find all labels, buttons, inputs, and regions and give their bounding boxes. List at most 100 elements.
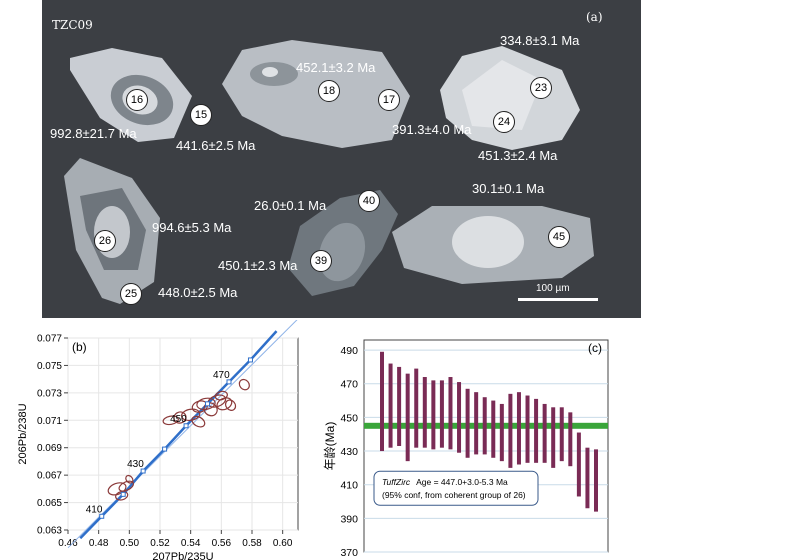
age-error-bar: [585, 447, 590, 509]
age-error-bar: [525, 395, 530, 463]
spot-age-label: 448.0±2.5 Ma: [158, 285, 238, 300]
age-error-bar: [380, 351, 384, 452]
spot-age-label: 334.8±3.1 Ma: [500, 33, 580, 48]
y-tick-label: 0.063: [37, 526, 62, 537]
y-tick-label: 490: [340, 345, 358, 357]
spot-age-label: 450.1±2.3 Ma: [218, 258, 298, 273]
spot-marker: 40: [358, 190, 380, 212]
age-error-bar: [594, 449, 598, 512]
age-error-bar: [397, 366, 402, 446]
age-error-bar: [551, 407, 556, 468]
age-error-bar: [422, 377, 427, 448]
concordia-age-point: [120, 491, 126, 497]
y-tick-label: 410: [340, 480, 358, 492]
zircon-grains: [64, 40, 598, 304]
y-tick-label: 0.069: [37, 443, 62, 454]
spot-marker: 24: [493, 111, 515, 133]
error-ellipse: [162, 415, 179, 426]
sample-label: TZC09: [52, 18, 93, 32]
spot-age-label: 391.3±4.0 Ma: [392, 122, 472, 137]
spot-age-label: 30.1±0.1 Ma: [472, 181, 545, 196]
error-ellipse: [125, 474, 134, 484]
spot-marker: 26: [94, 230, 116, 252]
panel-b-label: (b): [72, 340, 87, 354]
y-axis-label: 206Pb/238U: [17, 403, 29, 464]
spot-marker: 23: [530, 77, 552, 99]
concordia-age-label: 430: [127, 459, 144, 470]
age-error-bar: [491, 400, 496, 458]
y-axis-label: 年龄(Ma): [323, 422, 337, 471]
tuffzirc-age: Age = 447.0+3.0-5.3 Ma: [416, 477, 508, 487]
error-ellipse: [115, 490, 129, 501]
concordia-age-point: [205, 401, 211, 407]
error-ellipse: [238, 378, 250, 391]
x-tick-label: 0.60: [273, 538, 293, 549]
tuffzirc-annotation-box: [373, 470, 539, 506]
age-error-bar: [448, 377, 453, 450]
concordia-age-point: [99, 513, 105, 519]
y-tick-label: 0.075: [37, 361, 62, 372]
scale-bar: [518, 298, 598, 301]
x-tick-label: 0.56: [212, 538, 232, 549]
age-error-bar: [414, 368, 419, 448]
concordia-age-label: 470: [213, 370, 230, 381]
spot-age-label: 994.6±5.3 Ma: [152, 220, 232, 235]
concordia-age-label: 410: [86, 504, 103, 515]
y-tick-label: 450: [340, 412, 358, 424]
age-error-bar: [568, 412, 573, 467]
y-tick-label: 0.071: [37, 416, 62, 427]
age-error-bar: [439, 380, 444, 448]
concordia-age-label: 450: [170, 414, 187, 425]
concordia-chart: 0.46 0.48 0.50 0.52 0.54 0.56 0.58 0.60 0.063 0.0…: [17, 320, 299, 560]
concordia-curve: [79, 330, 278, 540]
x-tick-label: 0.54: [181, 538, 201, 549]
age-bar-chart: 370 390 410 430 450 470 490 TuffZirc Age = 447…: [323, 339, 609, 559]
regression-line: [67, 320, 298, 549]
age-error-bar: [431, 380, 436, 450]
error-ellipse: [118, 480, 135, 492]
panel-c-label: (c): [588, 341, 602, 355]
y-tick-label: 0.073: [37, 388, 62, 399]
age-error-bar: [457, 382, 462, 453]
error-ellipse: [191, 415, 206, 428]
spot-marker: 18: [318, 80, 340, 102]
tuffzirc-age-text: TuffZirc Age = 447.0+3.0-5.3 Ma: [382, 477, 508, 487]
concordia-age-point: [247, 357, 253, 363]
cl-image-panel: TZC09 (a) 100 µm 16 992.8±21.7 Ma 15 441…: [42, 0, 641, 318]
error-ellipse: [214, 390, 228, 401]
spot-marker: 25: [120, 283, 142, 305]
spot-marker: 17: [378, 89, 400, 111]
age-error-bar: [474, 392, 479, 455]
spot-age-label: 441.6±2.5 Ma: [176, 138, 256, 153]
age-error-bar: [388, 363, 393, 448]
scale-bar-label: 100 µm: [536, 283, 570, 294]
spot-marker: 45: [548, 226, 570, 248]
spot-marker: 39: [310, 250, 332, 272]
age-error-bar: [508, 393, 513, 468]
error-ellipse: [224, 399, 237, 411]
age-error-bar: [465, 388, 470, 458]
concordia-age-point: [162, 446, 168, 452]
spot-marker: 15: [190, 104, 212, 126]
concordia-age-point: [226, 379, 232, 385]
x-tick-label: 0.50: [120, 538, 140, 549]
x-tick-label: 0.46: [58, 538, 78, 549]
tuffzirc-method: TuffZirc: [382, 477, 411, 487]
age-error-bar: [534, 398, 539, 463]
age-error-bar: [559, 407, 564, 462]
y-tick-label: 390: [340, 513, 358, 525]
age-error-bar: [542, 403, 547, 463]
age-error-bar: [499, 403, 504, 462]
spot-age-label: 451.3±2.4 Ma: [478, 148, 558, 163]
y-tick-label: 0.065: [37, 498, 62, 509]
x-tick-label: 0.58: [242, 538, 262, 549]
spot-age-label: 26.0±0.1 Ma: [254, 198, 327, 213]
error-ellipse: [196, 397, 216, 411]
tuffzirc-conf-text: (95% conf, from coherent group of 26): [382, 490, 526, 500]
x-axis-label: 207Pb/235U: [152, 551, 213, 560]
age-error-bar: [405, 373, 410, 462]
spot-age-label: 452.1±3.2 Ma: [296, 60, 376, 75]
concordia-age-point: [183, 423, 189, 429]
error-ellipse: [173, 411, 187, 424]
x-tick-label: 0.48: [89, 538, 109, 549]
